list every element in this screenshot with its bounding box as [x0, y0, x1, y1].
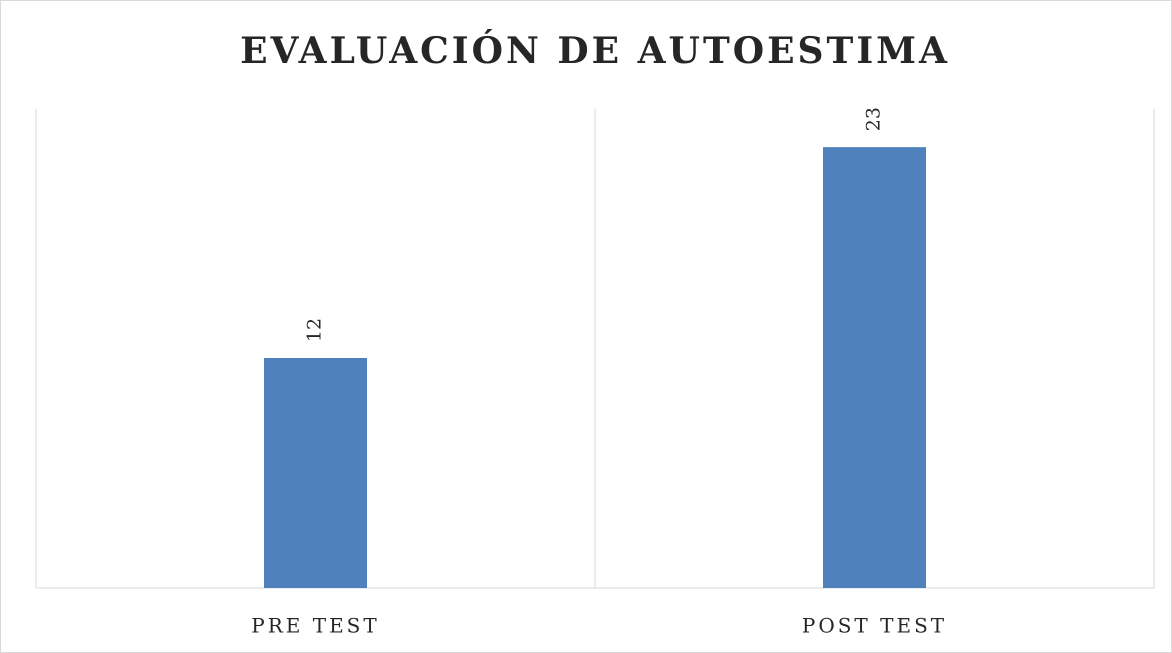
chart-title: EVALUACIÓN DE AUTOESTIMA — [240, 30, 950, 72]
data-label: 23 — [863, 107, 885, 131]
bar — [823, 147, 926, 589]
x-tick-label: PRE TEST — [251, 614, 379, 638]
data-label: 12 — [304, 318, 326, 342]
bar — [264, 357, 367, 588]
x-tick-label: POST TEST — [802, 614, 947, 638]
